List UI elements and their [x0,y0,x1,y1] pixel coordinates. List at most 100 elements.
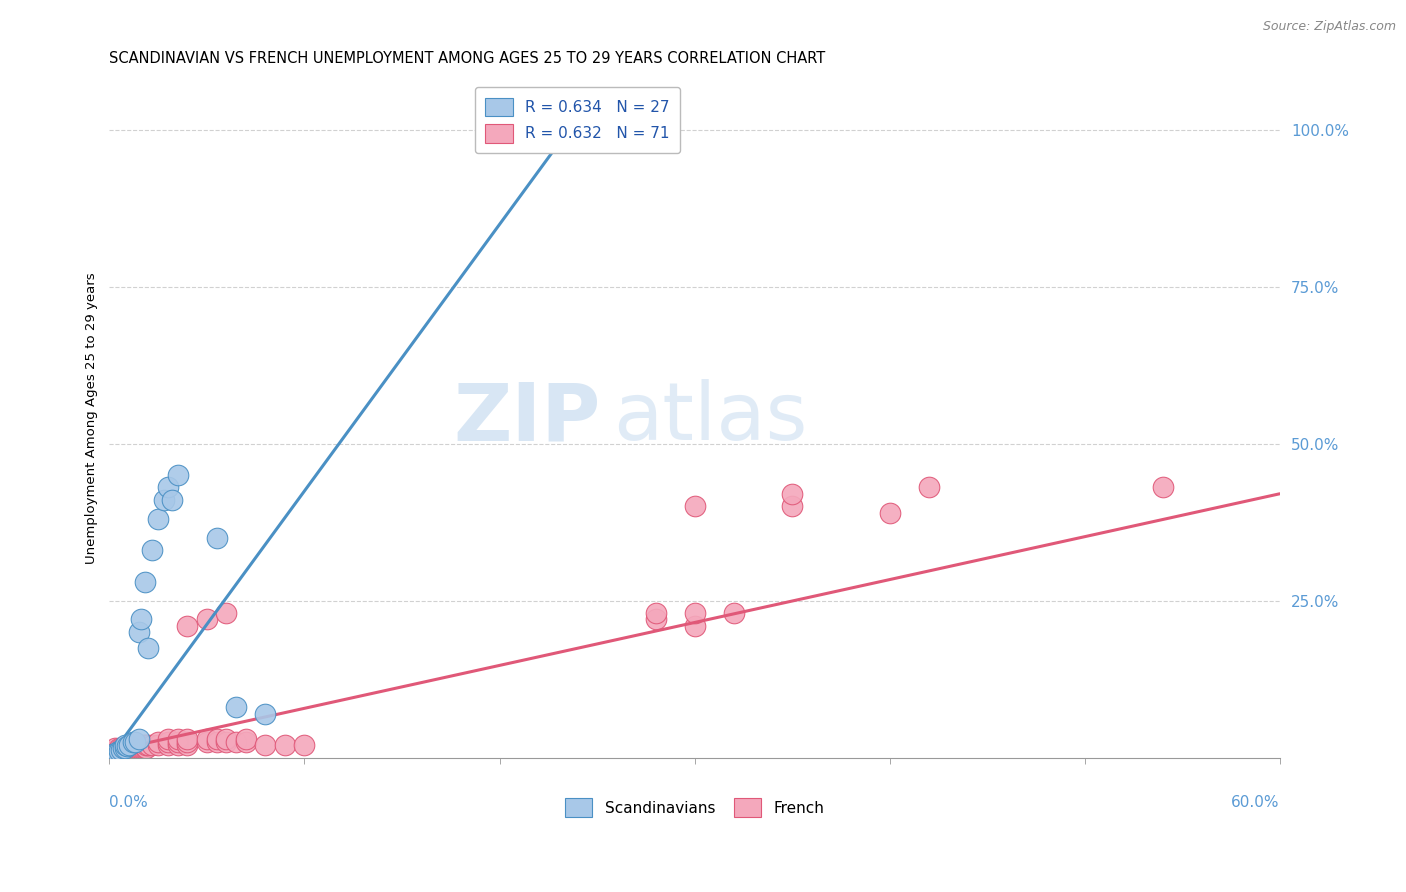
Point [644,606,666,620]
Point [141,738,163,752]
Point [254,738,277,752]
Point [118,738,141,752]
Point [205,531,228,545]
Point [146,735,169,749]
Point [195,731,218,746]
Point [235,731,257,746]
Text: SCANDINAVIAN VS FRENCH UNEMPLOYMENT AMONG AGES 25 TO 29 YEARS CORRELATION CHART: SCANDINAVIAN VS FRENCH UNEMPLOYMENT AMON… [110,51,825,66]
Point [205,731,228,746]
Point [176,618,198,632]
Point [294,738,316,752]
Point [105,744,128,758]
Point [146,512,169,526]
Point [112,741,135,756]
Point [121,735,143,749]
Point [235,735,257,749]
Point [527,135,550,149]
Text: atlas: atlas [613,379,807,458]
Point [131,738,153,752]
Point [134,738,156,752]
Point [644,612,666,626]
Point [128,738,150,752]
Point [105,746,128,760]
Point [112,744,135,758]
Point [120,738,142,752]
Point [723,606,745,620]
Point [115,739,138,754]
Point [879,506,901,520]
Point [254,706,277,721]
Point [129,741,152,756]
Point [195,735,218,749]
Point [129,738,152,752]
Point [166,467,188,482]
Y-axis label: Unemployment Among Ages 25 to 29 years: Unemployment Among Ages 25 to 29 years [86,273,98,565]
Text: Source: ZipAtlas.com: Source: ZipAtlas.com [1263,20,1396,33]
Point [166,731,188,746]
Point [125,738,148,752]
Point [166,735,188,749]
Point [215,735,238,749]
Point [129,612,152,626]
Text: 0.0%: 0.0% [110,795,148,810]
Text: ZIP: ZIP [454,379,600,458]
Point [118,741,141,756]
Point [780,487,803,501]
Point [115,744,138,758]
Point [110,741,132,756]
Point [153,493,176,508]
Point [134,741,156,756]
Point [917,481,939,495]
Point [156,735,179,749]
Point [225,735,247,749]
Point [683,500,706,514]
Point [121,738,143,752]
Point [141,543,163,558]
Point [146,738,169,752]
Legend: Scandinavians, French: Scandinavians, French [558,792,831,823]
Point [125,741,148,756]
Point [110,743,132,757]
Point [166,738,188,752]
Point [138,640,160,655]
Point [176,731,198,746]
Point [160,493,183,508]
Point [156,481,179,495]
Point [128,741,150,756]
Point [176,738,198,752]
Point [103,747,125,762]
Point [274,738,297,752]
Point [112,741,135,756]
Point [134,574,156,589]
Point [1152,481,1174,495]
Point [176,735,198,749]
Point [114,738,136,752]
Point [108,744,131,758]
Point [108,741,131,756]
Point [124,741,146,756]
Point [780,500,803,514]
Point [205,735,228,749]
Point [547,128,569,143]
Point [156,738,179,752]
Point [121,741,143,756]
Point [138,738,160,752]
Point [124,738,146,752]
Point [114,741,136,756]
Point [114,744,136,758]
Point [195,612,218,626]
Point [135,741,157,756]
Point [683,606,706,620]
Point [156,731,179,746]
Point [128,731,150,746]
Point [131,741,153,756]
Point [120,741,142,756]
Point [124,735,146,749]
Point [110,744,132,758]
Point [135,738,157,752]
Text: 60.0%: 60.0% [1232,795,1279,810]
Point [103,744,125,758]
Point [215,606,238,620]
Point [114,741,136,756]
Point [128,624,150,639]
